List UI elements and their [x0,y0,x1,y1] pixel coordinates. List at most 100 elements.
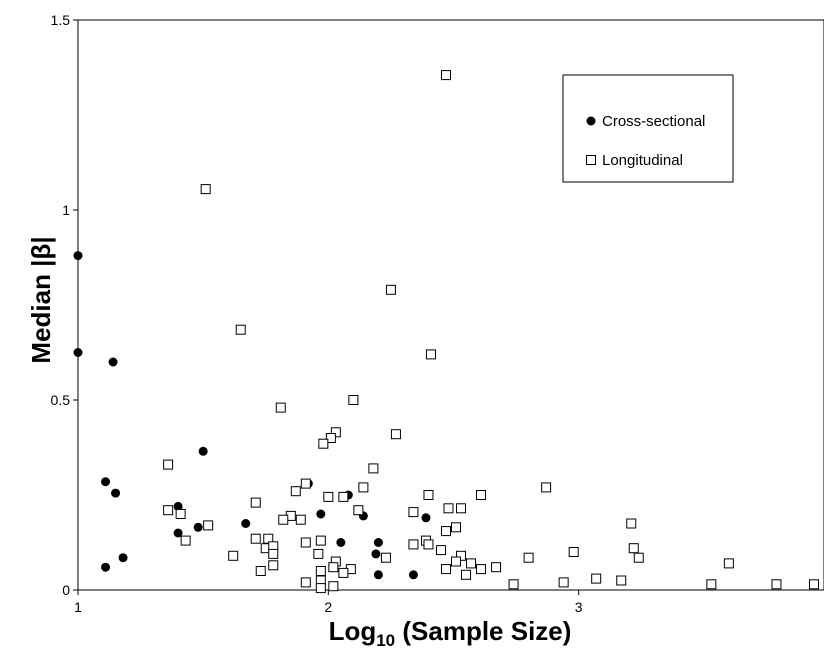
longitudinal-point [408,539,419,550]
longitudinal-point [633,552,644,563]
longitudinal-point [278,514,289,525]
longitudinal-point [315,566,326,576]
x-tick-label: 2 [324,599,332,615]
longitudinal-point [476,564,487,575]
cross-sectional-point [101,477,111,487]
longitudinal-point [491,562,502,573]
x-tick-label: 1 [74,599,82,615]
longitudinal-point [616,575,627,586]
longitudinal-point [390,429,401,440]
longitudinal-point [451,556,462,567]
cross-sectional-point [73,251,83,261]
longitudinal-point [466,558,477,569]
cross-sectional-point [421,513,431,523]
longitudinal-point [300,478,311,489]
longitudinal-point [568,547,579,557]
longitudinal-point [180,535,191,546]
longitudinal-point [235,324,246,335]
longitudinal-point [425,349,436,360]
longitudinal-point [808,579,819,590]
y-tick-label: 0.5 [51,392,71,408]
longitudinal-point [358,482,369,493]
cross-sectional-point [336,538,346,547]
longitudinal-point [295,514,306,525]
longitudinal-point [315,583,326,594]
longitudinal-point [456,503,467,514]
y-tick-label: 1 [62,202,70,218]
longitudinal-point [163,459,174,470]
longitudinal-point [408,507,419,518]
longitudinal-point [440,526,451,537]
legend-label-longitudinal: Longitudinal [602,152,683,169]
longitudinal-point [315,535,326,546]
longitudinal-point [268,560,279,571]
longitudinal-point [558,577,569,588]
plot-area [77,19,824,591]
cross-sectional-point [101,562,111,572]
longitudinal-point [268,548,279,559]
x-axis-title: Log10 (Sample Size) [329,616,572,650]
longitudinal-point [300,537,311,548]
cross-sectional-point [108,357,118,367]
cross-sectional-point [173,528,183,538]
longitudinal-point [200,184,211,195]
y-axis-title: Median |β| [26,236,56,363]
longitudinal-point [380,552,391,563]
longitudinal-point [163,505,174,516]
legend-label-cross-sectional: Cross-sectional [602,113,705,130]
cross-sectional-point [316,509,326,519]
y-axis: 0 0.5 1 1.5 [51,12,78,598]
x-axis-title-subscript: 10 [376,631,395,650]
longitudinal-point [328,562,339,573]
x-axis-title-log: Log [329,616,377,646]
legend: Cross-sectional Longitudinal [562,74,734,183]
longitudinal-point [203,520,214,531]
longitudinal-point [476,490,487,500]
longitudinal-point [353,505,364,516]
longitudinal-point [626,518,637,529]
longitudinal-point [435,545,446,556]
longitudinal-point [318,438,329,449]
longitudinal-point [330,427,341,438]
cross-sectional-point [408,570,418,580]
legend-marker-longitudinal [586,155,596,165]
x-axis-title-rest: (Sample Size) [395,616,571,646]
longitudinal-point [508,579,519,590]
plot-frame [77,19,824,591]
cross-sectional-point [373,570,383,580]
cross-sectional-point [198,446,208,456]
longitudinal-point [338,491,349,502]
longitudinal-point [228,550,239,561]
longitudinal-point [628,543,639,554]
cross-sectional-point [173,501,183,511]
longitudinal-point [451,522,462,533]
cross-sectional-point [371,549,381,559]
longitudinal-point [300,577,311,588]
x-axis: 1 2 3 [74,590,583,615]
longitudinal-point [443,503,454,514]
cross-sectional-point [73,348,83,357]
series-longitudinal [163,70,819,594]
longitudinal-point [275,402,286,413]
longitudinal-point [313,548,324,559]
cross-sectional-point [118,553,128,563]
longitudinal-point [706,579,717,590]
x-tick-label: 3 [575,599,583,615]
longitudinal-point [771,579,782,590]
y-tick-label: 0 [62,582,70,598]
longitudinal-point [591,573,602,584]
y-tick-label: 1.5 [51,12,71,28]
cross-sectional-point [241,519,251,528]
longitudinal-point [440,70,451,81]
cross-sectional-point [193,522,203,532]
longitudinal-point [175,509,186,519]
longitudinal-point [250,497,261,508]
longitudinal-point [723,558,734,569]
longitudinal-point [348,395,359,405]
longitudinal-point [385,284,396,295]
longitudinal-point [523,552,534,563]
longitudinal-point [541,482,552,493]
cross-sectional-point [373,538,383,547]
longitudinal-point [323,491,334,502]
